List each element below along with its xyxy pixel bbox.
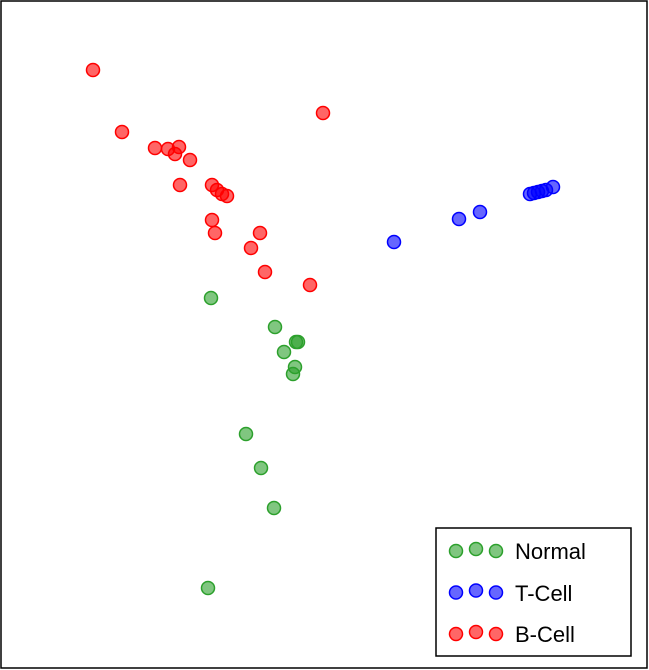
- legend-marker-b-cell-2: [488, 626, 504, 642]
- data-point-b-cell-15: [243, 240, 259, 256]
- legend-marker-t-cell-1: [468, 583, 484, 598]
- legend-marker-normal-1: [468, 541, 484, 557]
- data-point-b-cell-2: [147, 140, 163, 156]
- data-point-b-cell-7: [172, 177, 188, 193]
- legend-marker-t-cell-2: [488, 585, 504, 600]
- data-point-b-cell-6: [182, 152, 198, 168]
- data-point-t-cell-1: [451, 211, 467, 227]
- data-point-normal-7: [238, 426, 254, 442]
- legend-marker-normal-2: [488, 543, 504, 559]
- data-point-b-cell-0: [85, 62, 101, 78]
- data-point-b-cell-13: [207, 225, 223, 241]
- legend-marker-b-cell-0: [448, 626, 464, 642]
- data-point-normal-1: [267, 319, 283, 335]
- data-point-t-cell-8: [545, 179, 561, 195]
- legend-label-t-cell: T-Cell: [515, 581, 572, 606]
- legend-marker-t-cell-0: [448, 585, 464, 600]
- data-point-b-cell-16: [257, 264, 273, 280]
- data-point-t-cell-0: [386, 234, 402, 250]
- legend-markers: [448, 541, 504, 642]
- data-point-b-cell-14: [252, 225, 268, 241]
- data-point-normal-9: [266, 500, 282, 516]
- data-point-normal-0: [203, 290, 219, 306]
- legend-box: [435, 527, 632, 657]
- data-point-t-cell-2: [472, 204, 488, 220]
- data-point-b-cell-5: [171, 139, 187, 155]
- data-point-normal-3: [288, 334, 304, 350]
- data-point-b-cell-17: [302, 277, 318, 293]
- legend-label-normal: Normal: [515, 539, 586, 564]
- data-point-b-cell-1: [114, 124, 130, 140]
- data-point-normal-6: [285, 366, 301, 382]
- legend-marker-normal-0: [448, 543, 464, 559]
- data-point-b-cell-12: [204, 212, 220, 228]
- legend: Normal T-Cell B-Cell: [435, 527, 632, 657]
- data-point-normal-4: [276, 344, 292, 360]
- data-point-normal-10: [200, 580, 216, 596]
- legend-label-b-cell: B-Cell: [515, 622, 575, 647]
- data-point-normal-8: [253, 460, 269, 476]
- data-point-b-cell-18: [315, 105, 331, 121]
- legend-marker-b-cell-1: [468, 624, 484, 640]
- points-layer: [85, 62, 561, 596]
- data-point-b-cell-11: [219, 188, 235, 204]
